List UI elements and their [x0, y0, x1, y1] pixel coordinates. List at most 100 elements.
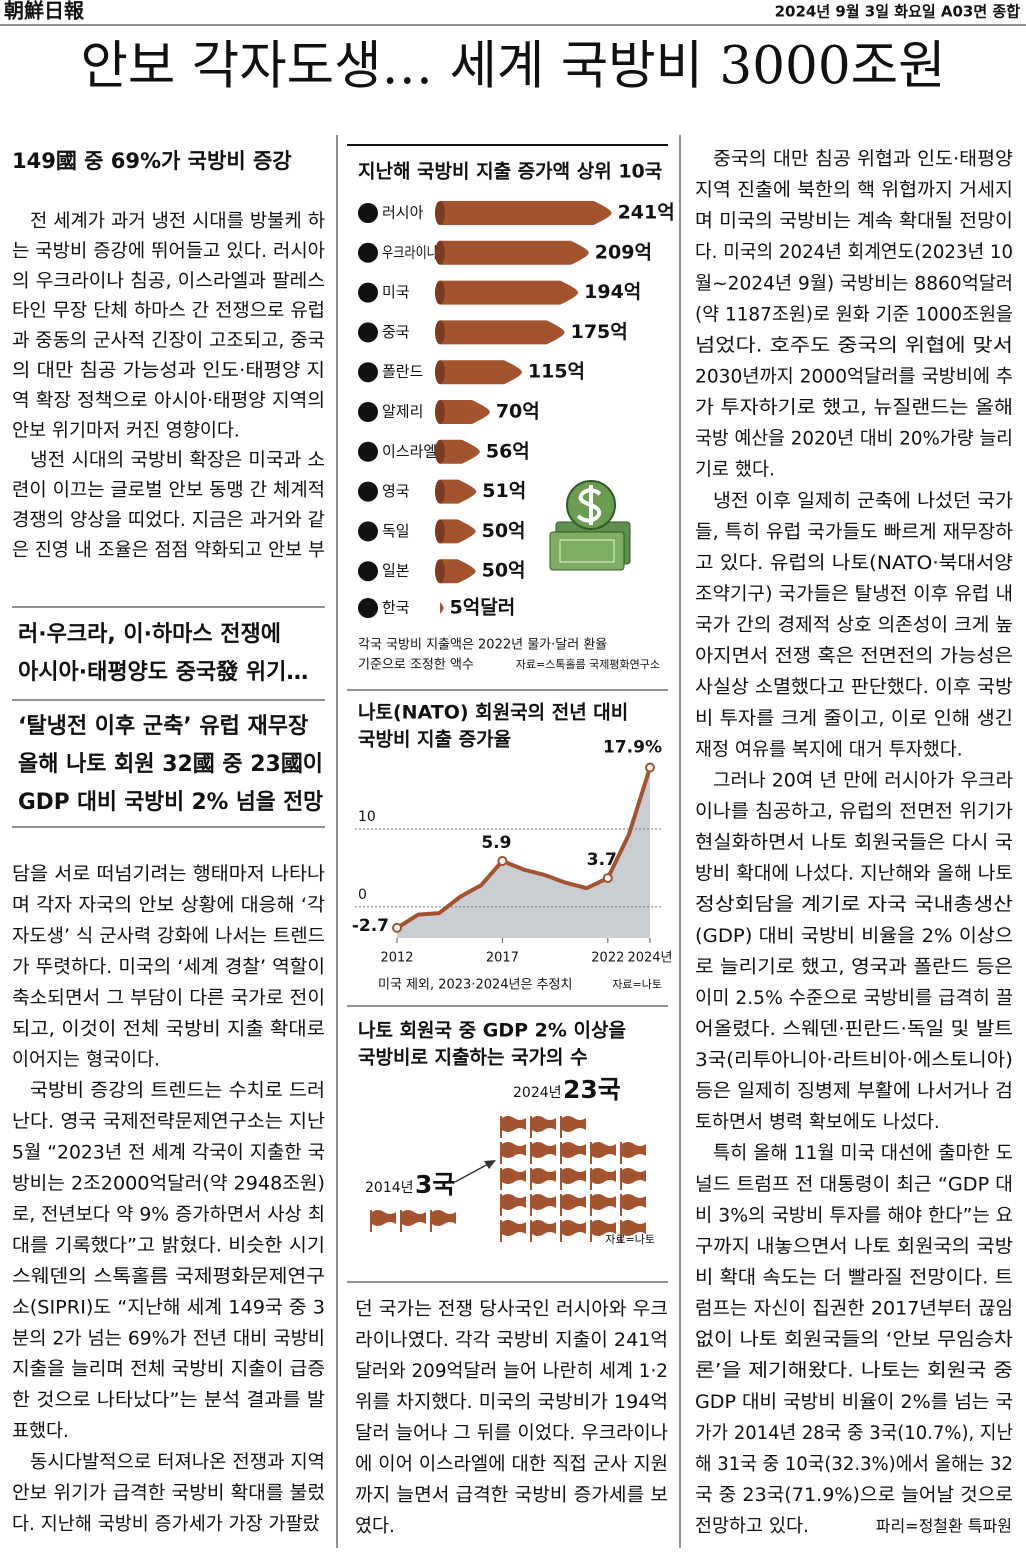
chart-source: 자료=스톡홀름 국제평화연구소	[516, 658, 660, 671]
body-line: 비 확대 속도는 더 빨라질 전망이다. 트	[695, 1268, 1013, 1289]
category-label: 영국	[382, 482, 410, 500]
rank-badge	[358, 598, 378, 618]
value-label: 241억	[618, 202, 675, 224]
body-line: 다. 지난해 국방비 증가세가 가장 가팔랐	[12, 1514, 320, 1535]
flag	[562, 1142, 586, 1158]
flag-pole	[590, 1220, 592, 1242]
point	[602, 873, 613, 884]
body-line: 토하면서 병력 확보에도 나섰다.	[695, 1112, 940, 1133]
body-line: 특히 올해 11월 미국 대선에 출마한 도	[713, 1143, 1013, 1164]
rank-label: 7	[364, 445, 372, 459]
category-label: 우크라이나	[382, 243, 438, 261]
body-line: 가 뚜렷하다. 미국의 ‘세계 경찰’ 역할이	[12, 957, 325, 978]
bar-end	[435, 400, 445, 424]
rank-label: 4	[364, 326, 372, 340]
body-line: 이미 2.5% 수준으로 국방비를 급격히 끌	[695, 988, 1013, 1009]
bar-end	[435, 439, 445, 464]
rank-label: 1	[364, 207, 372, 221]
value-label: 3국	[415, 1170, 455, 1199]
flag	[432, 1210, 456, 1226]
flag	[592, 1168, 616, 1184]
flag-pole	[530, 1168, 532, 1190]
body-line: 3국(리투아니아·라트비아·에스토니아)	[695, 1050, 1013, 1071]
body-line: 의 우크라이나 침공, 이스라엘과 팔레스	[12, 271, 325, 292]
flag	[502, 1168, 526, 1184]
pull-quote: GDP 대비 국방비 2% 넘을 전망	[18, 790, 323, 815]
flag-pole	[500, 1142, 502, 1164]
y-tick-label: 0	[358, 887, 367, 903]
flag-pole	[620, 1168, 622, 1190]
body-line: 해 31국 중 10국(32.3%)에서 올해는 32	[695, 1454, 1013, 1475]
value-label: 50억	[482, 520, 526, 542]
value-label: 56억	[486, 440, 530, 462]
body-line: 다. 미국의 2024년 회계연도(2023년 10	[695, 242, 1013, 263]
value-label: 3.7	[587, 850, 617, 870]
flag	[532, 1194, 556, 1210]
body-line: 가가 2014년 28국 중 3국(10.7%), 지난	[695, 1423, 1013, 1444]
rank-badge	[358, 481, 378, 502]
flag	[402, 1210, 426, 1226]
body-line: 그러나 20여 년 만에 러시아가 우크라	[713, 770, 1013, 791]
value-label: 70억	[496, 401, 540, 423]
chart-title: 지난해 국방비 지출 증가액 상위 10국	[358, 161, 662, 183]
flag	[532, 1116, 556, 1132]
category-label: 2024년	[513, 1085, 562, 1101]
body-line: 넘었다. 호주도 중국의 위협에 맞서	[695, 335, 1013, 356]
body-line: 되고, 이것이 전체 국방비 지출 확대로	[12, 1019, 325, 1040]
body-line: 방비는 2조2000억달러(약 2948조원)	[12, 1174, 325, 1195]
body-line: GDP 대비 국방비 비율이 2%를 넘는 국	[695, 1392, 1013, 1413]
flag	[622, 1220, 646, 1236]
body-line: 가 투자하기로 했고, 뉴질랜드는 올해	[695, 398, 1013, 419]
body-line: 로 늘리기로 했고, 영국과 폴란드 등은	[695, 957, 1013, 978]
body-line: 어올렸다. 스웨덴·핀란드·독일 및 발트	[695, 1019, 1013, 1040]
body-line: 며 미국의 국방비는 계속 확대될 전망이	[695, 211, 1013, 232]
flag-pole	[530, 1220, 532, 1242]
body-line: 기로 했다.	[695, 460, 775, 481]
rank-badge	[358, 441, 378, 462]
chart-title: 국방비로 지출하는 국가의 수	[358, 1047, 588, 1069]
pull-quote: 올해 나토 회원 32國 중 23國이	[18, 752, 323, 777]
body-line: 며 각자 자국의 안보 상황에 대응해 ‘각	[12, 895, 325, 916]
body-line: 달러와 209억달러 늘어 나란히 세계 1·2	[355, 1361, 668, 1382]
chart-title: 나토 회원국 중 GDP 2% 이상을	[358, 1020, 626, 1042]
chart-source: 자료=나토	[612, 978, 662, 991]
chart-note: 각국 국방비 지출액은 2022년 물가·달러 환율	[358, 638, 607, 653]
category-label: 폴란드	[382, 363, 424, 381]
value-label: 23국	[563, 1075, 621, 1104]
rank-label: 3	[364, 286, 372, 300]
body-line: 현실화하면서 나토 회원국들은 다시 국	[695, 833, 1013, 854]
body-line: 5월 “2023년 전 세계 각국이 지출한 국	[12, 1143, 325, 1164]
rank-badge	[358, 203, 378, 223]
headline: 안보 각자도생… 세계 국방비 3000조원	[81, 37, 946, 97]
body-line: 분의 2가 넘는 69%가 전년 대비 국방비	[12, 1328, 325, 1349]
body-line: 소(SIPRI)도 “지난해 세계 149국 중 3	[12, 1297, 325, 1318]
bar	[440, 240, 589, 265]
body-line: 냉전 이후 일제히 군축에 나섰던 국가	[713, 491, 1013, 512]
logo: 朝鮮日報	[4, 0, 85, 23]
value-label: 175억	[571, 321, 628, 343]
body-line: 없이 나토 회원국들의 ‘안보 무임승차	[695, 1330, 1013, 1351]
bar-end	[435, 360, 445, 385]
flag-pole	[500, 1220, 502, 1242]
body-line: 스웨덴의 스톡홀름 국제평화문제연구	[12, 1266, 325, 1287]
flag-group	[500, 1116, 646, 1242]
category-label: 러시아	[382, 204, 424, 222]
flag	[532, 1168, 556, 1184]
body-line: 난다. 영국 국제전략문제연구소는 지난	[12, 1112, 325, 1133]
bar	[440, 280, 579, 305]
body-line: 이어지는 형국이다.	[12, 1050, 160, 1071]
value-label: 51억	[482, 480, 526, 502]
flag	[622, 1194, 646, 1210]
rank-label: 6	[364, 406, 372, 420]
flag-group	[370, 1210, 456, 1232]
body-line: 조약기구) 국가들은 탈냉전 이후 유럽 내	[695, 584, 1013, 605]
rank-label: 8	[364, 485, 372, 499]
body-line: 방비 확대에 나섰다. 지난해와 올해 나토	[695, 864, 1013, 885]
category-label: 미국	[382, 283, 410, 301]
flag	[562, 1168, 586, 1184]
pull-quote: 아시아·태평양도 중국發 위기…	[18, 660, 308, 685]
rank-badge	[358, 282, 378, 303]
y-tick-label: 10	[358, 809, 376, 825]
